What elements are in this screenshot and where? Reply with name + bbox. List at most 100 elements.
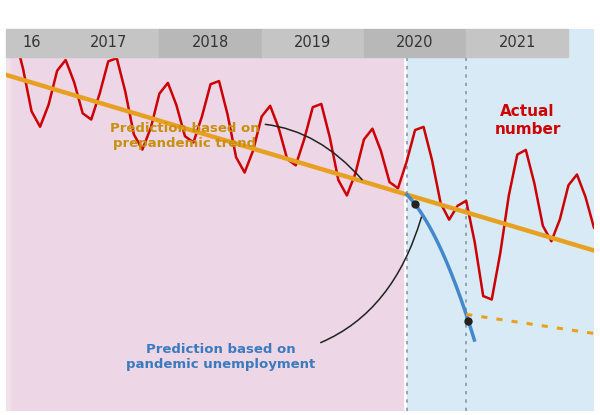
Bar: [11, 29, 170, 411]
Bar: [13, 29, 351, 411]
Bar: [160, 29, 262, 56]
Text: Actual
number: Actual number: [494, 105, 561, 137]
Bar: [364, 29, 466, 56]
Bar: [14, 29, 395, 411]
Bar: [10, 29, 42, 411]
Bar: [12, 29, 214, 411]
Bar: [13, 29, 335, 411]
Text: Prediction based on
prepandemic trend: Prediction based on prepandemic trend: [110, 122, 362, 180]
Bar: [11, 29, 106, 411]
Bar: [11, 29, 98, 411]
Bar: [407, 29, 594, 411]
Bar: [13, 29, 299, 411]
Bar: [12, 29, 211, 411]
Text: 2018: 2018: [192, 35, 229, 50]
Bar: [262, 29, 364, 56]
Bar: [13, 29, 319, 411]
Bar: [13, 29, 302, 411]
Bar: [14, 29, 379, 411]
Bar: [13, 29, 311, 411]
Bar: [13, 29, 343, 411]
Bar: [12, 29, 206, 411]
Bar: [11, 29, 110, 411]
Bar: [10, 29, 34, 411]
Bar: [13, 29, 278, 411]
Bar: [12, 29, 199, 411]
Bar: [14, 29, 387, 411]
Bar: [10, 29, 26, 411]
Bar: [14, 29, 363, 411]
Bar: [11, 29, 90, 411]
Bar: [13, 29, 247, 411]
Bar: [12, 29, 218, 411]
Bar: [11, 29, 163, 411]
Bar: [13, 29, 275, 411]
Bar: [11, 29, 94, 411]
Bar: [13, 29, 242, 411]
Bar: [6, 29, 10, 411]
Bar: [11, 29, 151, 411]
Bar: [10, 29, 22, 411]
Bar: [14, 29, 367, 411]
Bar: [11, 29, 66, 411]
Bar: [10, 29, 38, 411]
Bar: [12, 29, 194, 411]
Bar: [13, 29, 326, 411]
Bar: [11, 29, 70, 411]
Bar: [10, 29, 30, 411]
Bar: [11, 29, 58, 411]
Bar: [13, 29, 251, 411]
Bar: [11, 29, 78, 411]
Bar: [11, 29, 114, 411]
Bar: [13, 29, 339, 411]
Bar: [12, 29, 187, 411]
Bar: [13, 29, 355, 411]
Bar: [13, 29, 254, 411]
Bar: [11, 29, 166, 411]
Bar: [14, 29, 391, 411]
Bar: [11, 29, 126, 411]
Bar: [13, 29, 263, 411]
Bar: [14, 29, 371, 411]
Bar: [10, 29, 18, 411]
Bar: [12, 29, 202, 411]
Bar: [11, 29, 154, 411]
Text: 2019: 2019: [294, 35, 331, 50]
Bar: [13, 29, 266, 411]
Bar: [13, 29, 295, 411]
Bar: [10, 29, 14, 411]
Bar: [12, 29, 223, 411]
Bar: [57, 29, 160, 56]
Bar: [13, 29, 347, 411]
Text: 2017: 2017: [89, 35, 127, 50]
Bar: [11, 29, 138, 411]
Bar: [14, 29, 403, 411]
Bar: [11, 29, 142, 411]
Bar: [11, 29, 86, 411]
Bar: [11, 29, 102, 411]
Bar: [13, 29, 287, 411]
Bar: [11, 29, 122, 411]
Bar: [11, 29, 175, 411]
Text: 16: 16: [22, 35, 41, 50]
Bar: [10, 29, 50, 411]
Bar: [12, 29, 226, 411]
Bar: [13, 29, 307, 411]
Text: 2020: 2020: [396, 35, 434, 50]
Text: Prediction based on
pandemic unemployment: Prediction based on pandemic unemploymen…: [126, 217, 421, 371]
Bar: [11, 29, 158, 411]
Bar: [12, 29, 190, 411]
Bar: [11, 29, 82, 411]
Bar: [12, 29, 178, 411]
Bar: [10, 29, 46, 411]
Bar: [13, 29, 259, 411]
Bar: [11, 29, 118, 411]
Bar: [11, 29, 134, 411]
Bar: [12, 29, 182, 411]
Bar: [14, 29, 399, 411]
Bar: [13, 29, 314, 411]
Bar: [13, 29, 290, 411]
Bar: [12, 29, 230, 411]
Bar: [13, 29, 331, 411]
Bar: [11, 29, 74, 411]
